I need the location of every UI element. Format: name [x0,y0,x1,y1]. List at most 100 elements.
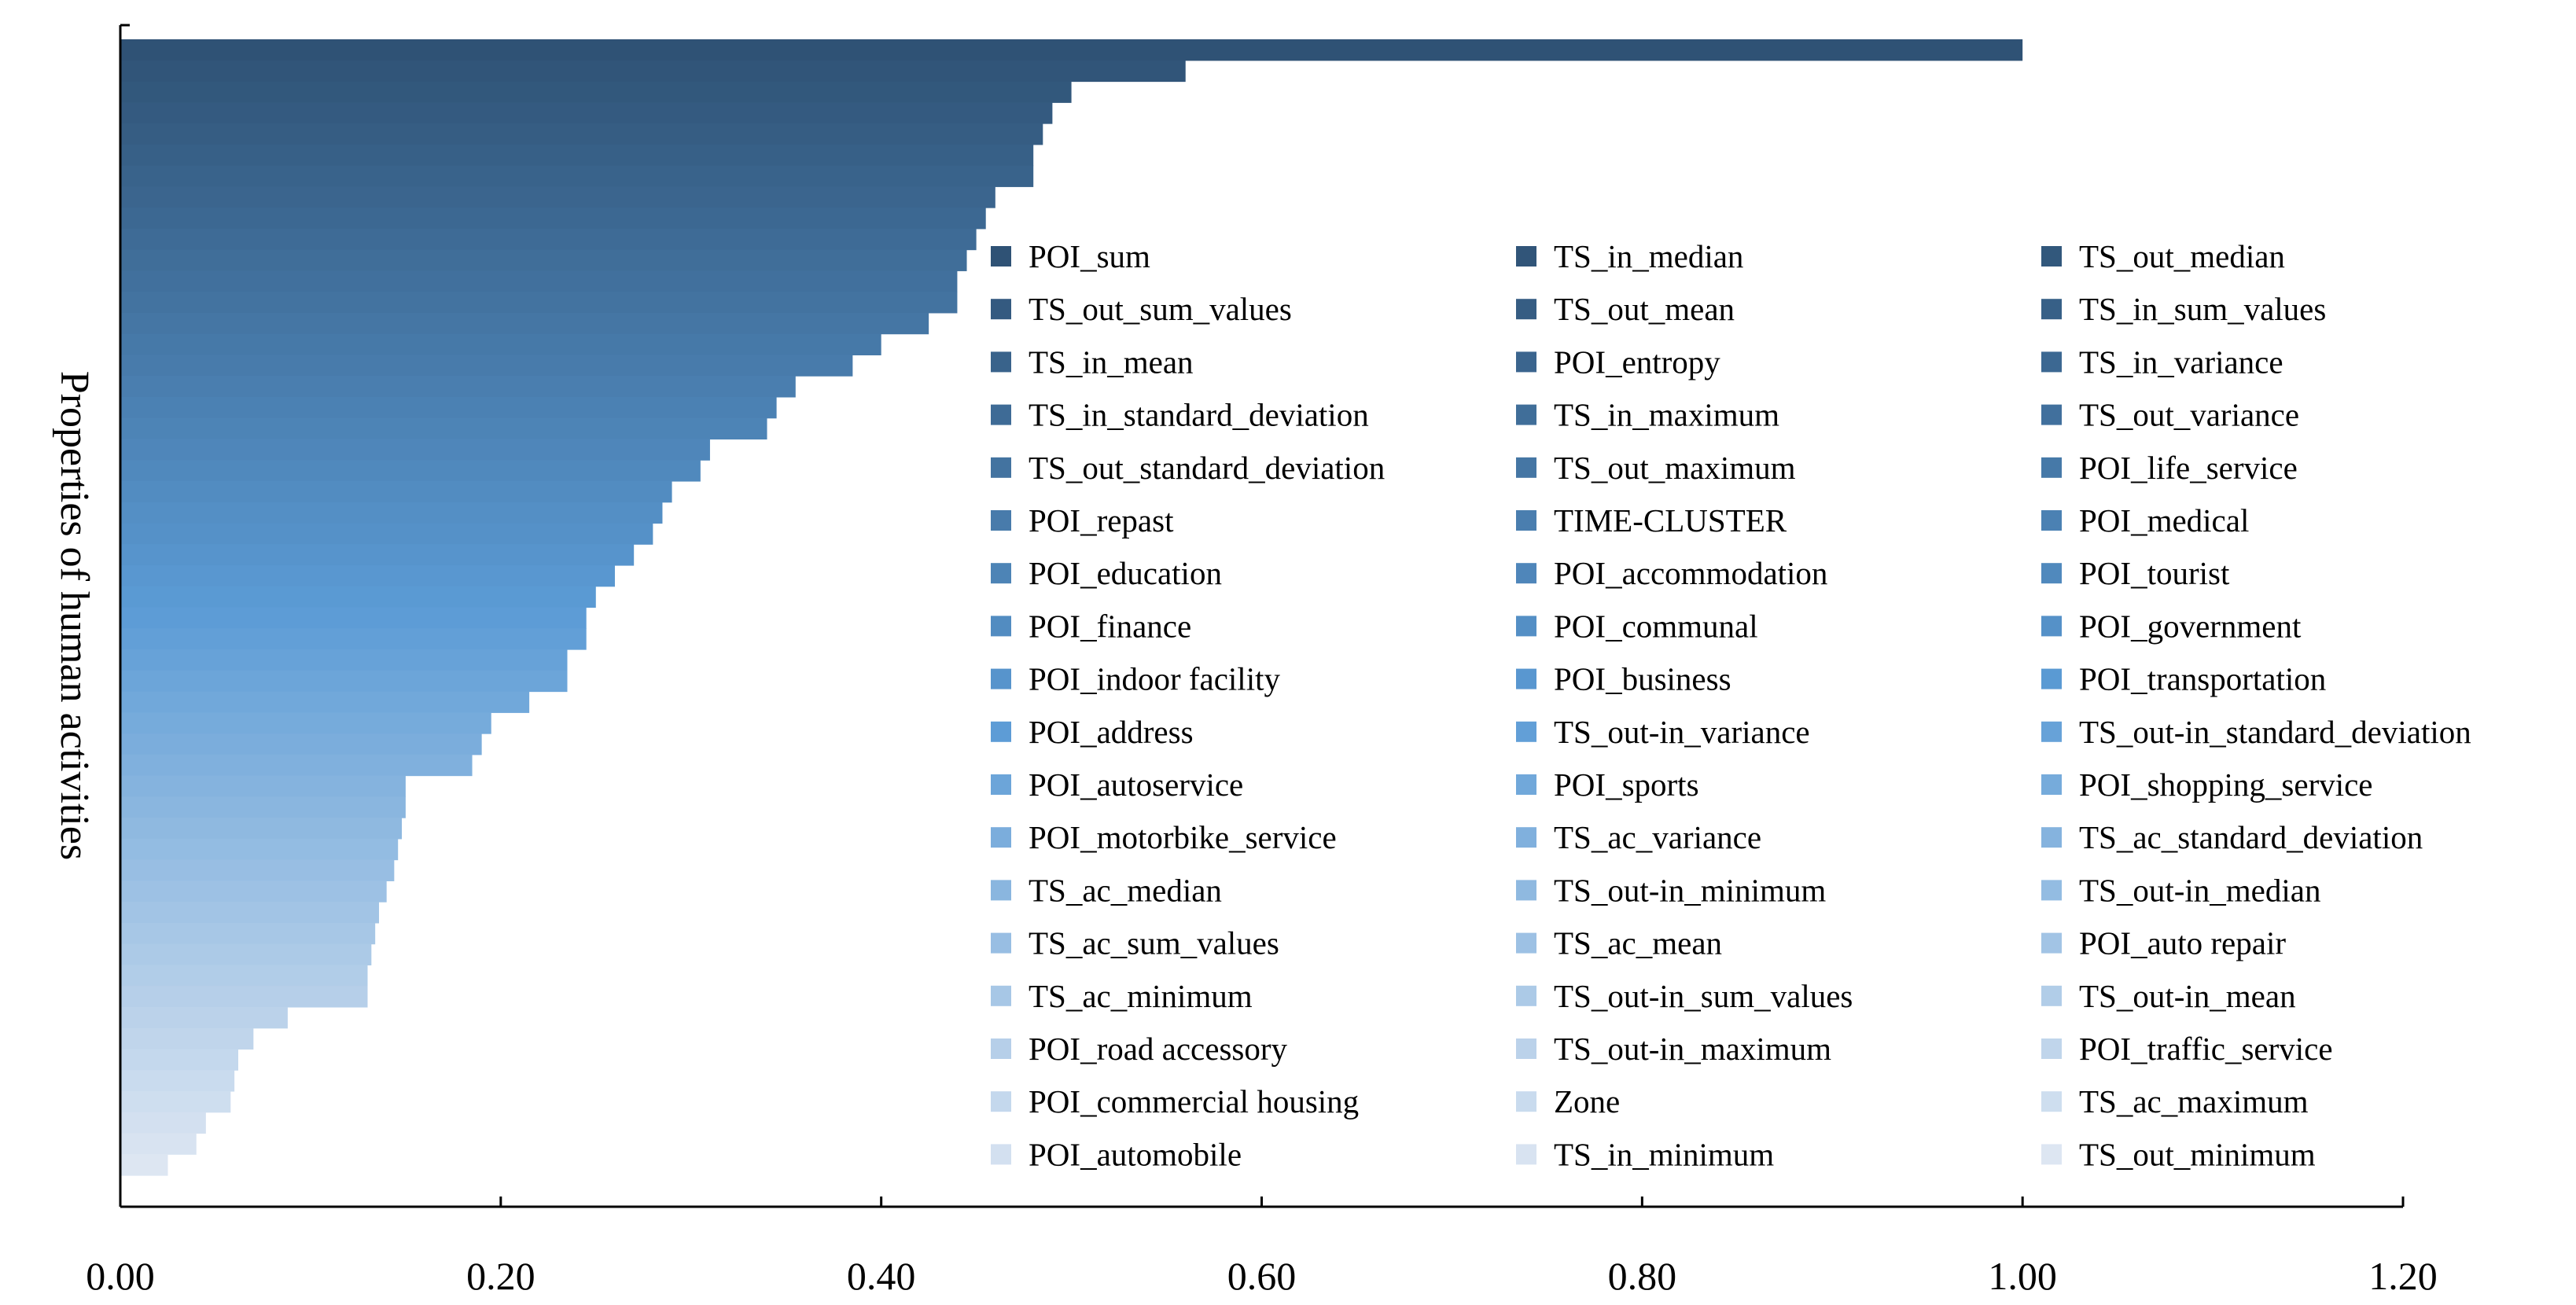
legend-label: POI_commercial housing [1029,1083,1359,1119]
legend-label: POI_government [2079,608,2302,644]
legend-label: POI_finance [1029,608,1191,644]
legend-item: TS_out-in_standard_deviation [2041,714,2471,750]
legend-swatch [991,563,1011,584]
legend-label: Zone [1554,1083,1620,1119]
legend-swatch [1516,616,1536,637]
legend-swatch [1516,1144,1536,1165]
legend-label: TS_out_maximum [1554,450,1796,486]
legend-swatch [2041,774,2062,795]
bar-21 [120,460,701,482]
bar-48 [120,1027,254,1050]
legend-label: POI_indoor facility [1029,661,1280,697]
legend-swatch [2041,1038,2062,1059]
legend-item: POI_sports [1516,766,1699,803]
bar-25 [120,544,635,566]
legend-swatch [1516,827,1536,848]
legend-swatch [2041,985,2062,1006]
legend-swatch [1516,457,1536,478]
bar-13 [120,292,958,314]
bar-26 [120,564,615,587]
legend-swatch [2041,351,2062,373]
legend-label: TS_out-in_mean [2079,978,2296,1014]
legend-swatch [1516,404,1536,425]
bar-33 [120,712,491,734]
legend-item: TS_out_standard_deviation [991,450,1385,486]
legend-item: POI_transportation [2041,661,2326,697]
legend-item: TS_in_mean [991,344,1194,380]
bar-29 [120,628,587,650]
bar-38 [120,818,403,840]
bar-18 [120,396,777,419]
legend-label: TS_ac_median [1029,872,1222,908]
legend-item: POI_sum [991,238,1150,274]
legend-label: POI_entropy [1554,344,1720,380]
legend-item: TS_ac_mean [1516,925,1722,961]
legend-label: POI_tourist [2079,555,2230,591]
legend-item: POI_tourist [2041,555,2230,591]
legend-label: TS_out-in_minimum [1554,872,1826,908]
bar-30 [120,649,568,671]
legend-label: POI_communal [1554,608,1758,644]
legend-label: TS_out-in_variance [1554,714,1810,750]
x-tick-label: 0.80 [1608,1254,1677,1298]
legend-item: TS_ac_maximum [2041,1083,2309,1119]
legend-item: POI_accommodation [1516,555,1827,591]
legend-item: POI_address [991,714,1194,750]
bar-37 [120,796,406,818]
legend-label: POI_sum [1029,238,1150,274]
legend-swatch [1516,351,1536,373]
legend-swatch [1516,932,1536,954]
bar-43 [120,922,376,945]
bar-9 [120,208,986,230]
legend-label: TS_ac_sum_values [1029,925,1279,961]
bar-14 [120,312,929,335]
bar-42 [120,902,380,924]
bar-16 [120,355,853,377]
x-tick-label: 0.20 [466,1254,535,1298]
legend-swatch [2041,1091,2062,1112]
bar-36 [120,775,406,797]
legend-item: TS_out-in_median [2041,872,2320,908]
legend-item: POI_communal [1516,608,1758,644]
legend-label: TS_out-in_maximum [1554,1031,1831,1067]
bar-1 [120,39,2023,61]
legend-swatch [991,457,1011,478]
legend-label: POI_shopping_service [2079,766,2373,803]
legend-swatch [991,299,1011,320]
bar-54 [120,1154,168,1176]
legend-swatch [991,721,1011,742]
legend-item: POI_automobile [991,1136,1242,1172]
legend-swatch [1516,668,1536,689]
legend-item: POI_motorbike_service [991,819,1337,855]
legend-item: POI_shopping_service [2041,766,2373,803]
legend-label: TS_ac_variance [1554,819,1761,855]
legend-label: TS_out_minimum [2079,1136,2316,1172]
x-tick-label: 0.60 [1227,1254,1297,1298]
legend-item: TS_out-in_mean [2041,978,2296,1014]
legend-item: TS_out_variance [2041,397,2299,433]
bar-3 [120,81,1072,103]
legend-swatch [2041,1144,2062,1165]
legend-swatch [2041,457,2062,478]
legend-label: POI_road accessory [1029,1031,1288,1067]
bar-15 [120,333,881,355]
legend-label: TIME-CLUSTER [1554,502,1787,539]
legend-label: TS_ac_mean [1554,925,1722,961]
legend-label: TS_out_variance [2079,397,2299,433]
legend: POI_sum TS_in_median TS_out_median TS_out_s… [991,238,2471,1172]
legend-label: TS_in_minimum [1554,1136,1774,1172]
bar-39 [120,838,399,861]
legend-label: TS_ac_standard_deviation [2079,819,2423,855]
legend-swatch [2041,880,2062,901]
legend-swatch [2041,563,2062,584]
legend-swatch [1516,563,1536,584]
legend-swatch [1516,721,1536,742]
bar-2 [120,60,1186,83]
bar-45 [120,965,368,987]
legend-label: POI_education [1029,555,1222,591]
bar-41 [120,880,387,902]
legend-item: POI_education [991,555,1222,591]
legend-swatch [991,880,1011,901]
bar-27 [120,586,596,608]
legend-label: POI_medical [2079,502,2249,539]
